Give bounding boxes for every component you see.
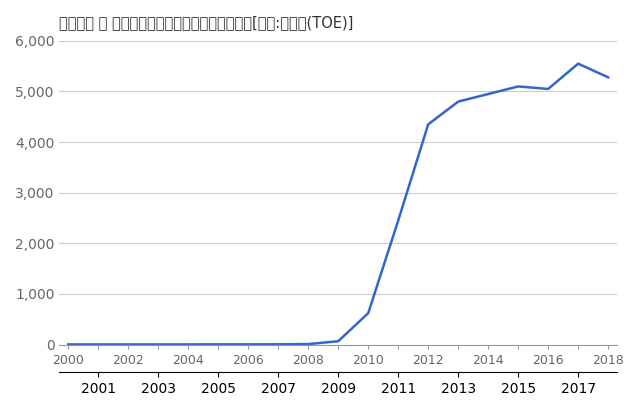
Text: イタリア － 太陽光発電量（石油換算トン）　　[単位:千トン(TOE)]: イタリア － 太陽光発電量（石油換算トン） [単位:千トン(TOE)]	[60, 15, 354, 30]
